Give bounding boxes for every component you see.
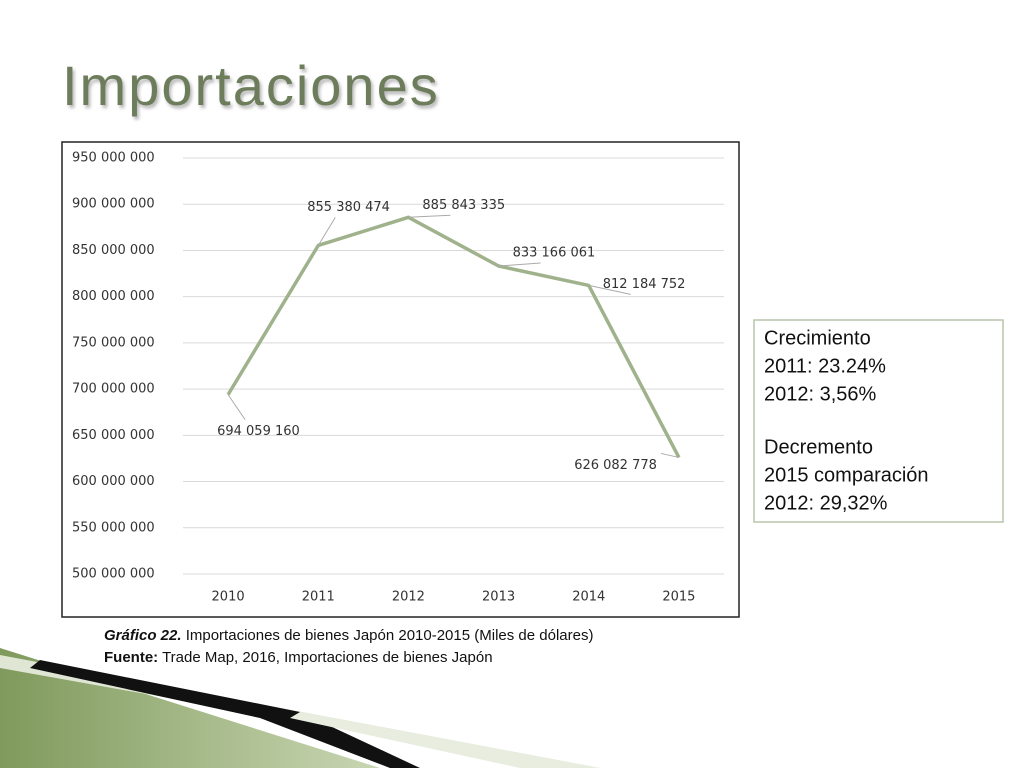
leader-line	[588, 284, 631, 295]
x-tick-label: 2014	[572, 590, 605, 605]
y-tick-label: 850 000 000	[72, 243, 155, 258]
data-label: 855 380 474	[307, 200, 390, 215]
chart: 500 000 000 550 000 000 600 000 000 650 000…	[72, 151, 724, 605]
decoration	[290, 712, 600, 768]
note-line: 2012: 3,56%	[764, 383, 877, 405]
y-tick-label: 800 000 000	[72, 289, 155, 304]
y-tick-label: 750 000 000	[72, 335, 155, 350]
note: Crecimiento 2011: 23.24% 2012: 3,56% Dec…	[764, 327, 929, 514]
caption: Gráfico 22. Importaciones de bienes Japó…	[104, 627, 593, 644]
data-label: 833 166 061	[513, 246, 596, 261]
note-line: 2011: 23.24%	[764, 355, 886, 377]
y-tick-label: 900 000 000	[72, 197, 155, 212]
note-line: 2012: 29,32%	[764, 492, 888, 514]
note-line: 2015 comparación	[764, 464, 929, 486]
caption-text: Importaciones de bienes Japón 2010-2015 …	[182, 627, 594, 644]
note-line: Decremento	[764, 436, 873, 458]
caption-label: Gráfico 22.	[104, 627, 182, 644]
x-tick-label: 2012	[392, 590, 425, 605]
x-tick-label: 2010	[212, 590, 245, 605]
decoration	[30, 660, 420, 768]
leader-line	[317, 217, 336, 246]
x-tick-label: 2011	[302, 590, 335, 605]
x-tick-label: 2015	[662, 590, 695, 605]
leader-line	[498, 262, 541, 267]
y-tick-label: 500 000 000	[72, 567, 155, 582]
slide-title: Importaciones	[62, 54, 440, 117]
y-tick-label: 550 000 000	[72, 520, 155, 535]
data-label: 626 082 778	[574, 458, 657, 473]
note-line: Crecimiento	[764, 327, 871, 349]
data-label: 885 843 335	[422, 198, 505, 213]
y-tick-label: 600 000 000	[72, 474, 155, 489]
data-label: 694 059 160	[217, 424, 300, 439]
leader-line	[660, 452, 680, 458]
leader-line	[408, 214, 451, 218]
x-tick-label: 2013	[482, 590, 515, 605]
leader-line	[227, 394, 246, 420]
y-tick-label: 650 000 000	[72, 428, 155, 443]
data-label: 812 184 752	[603, 277, 686, 292]
note-box	[753, 319, 1004, 523]
source: Fuente: Trade Map, 2016, Importaciones d…	[104, 649, 493, 666]
source-text: Trade Map, 2016, Importaciones de bienes…	[158, 649, 492, 666]
data-line	[226, 215, 681, 459]
source-label: Fuente:	[104, 649, 158, 666]
y-tick-label: 700 000 000	[72, 382, 155, 397]
y-tick-label: 950 000 000	[72, 151, 155, 166]
